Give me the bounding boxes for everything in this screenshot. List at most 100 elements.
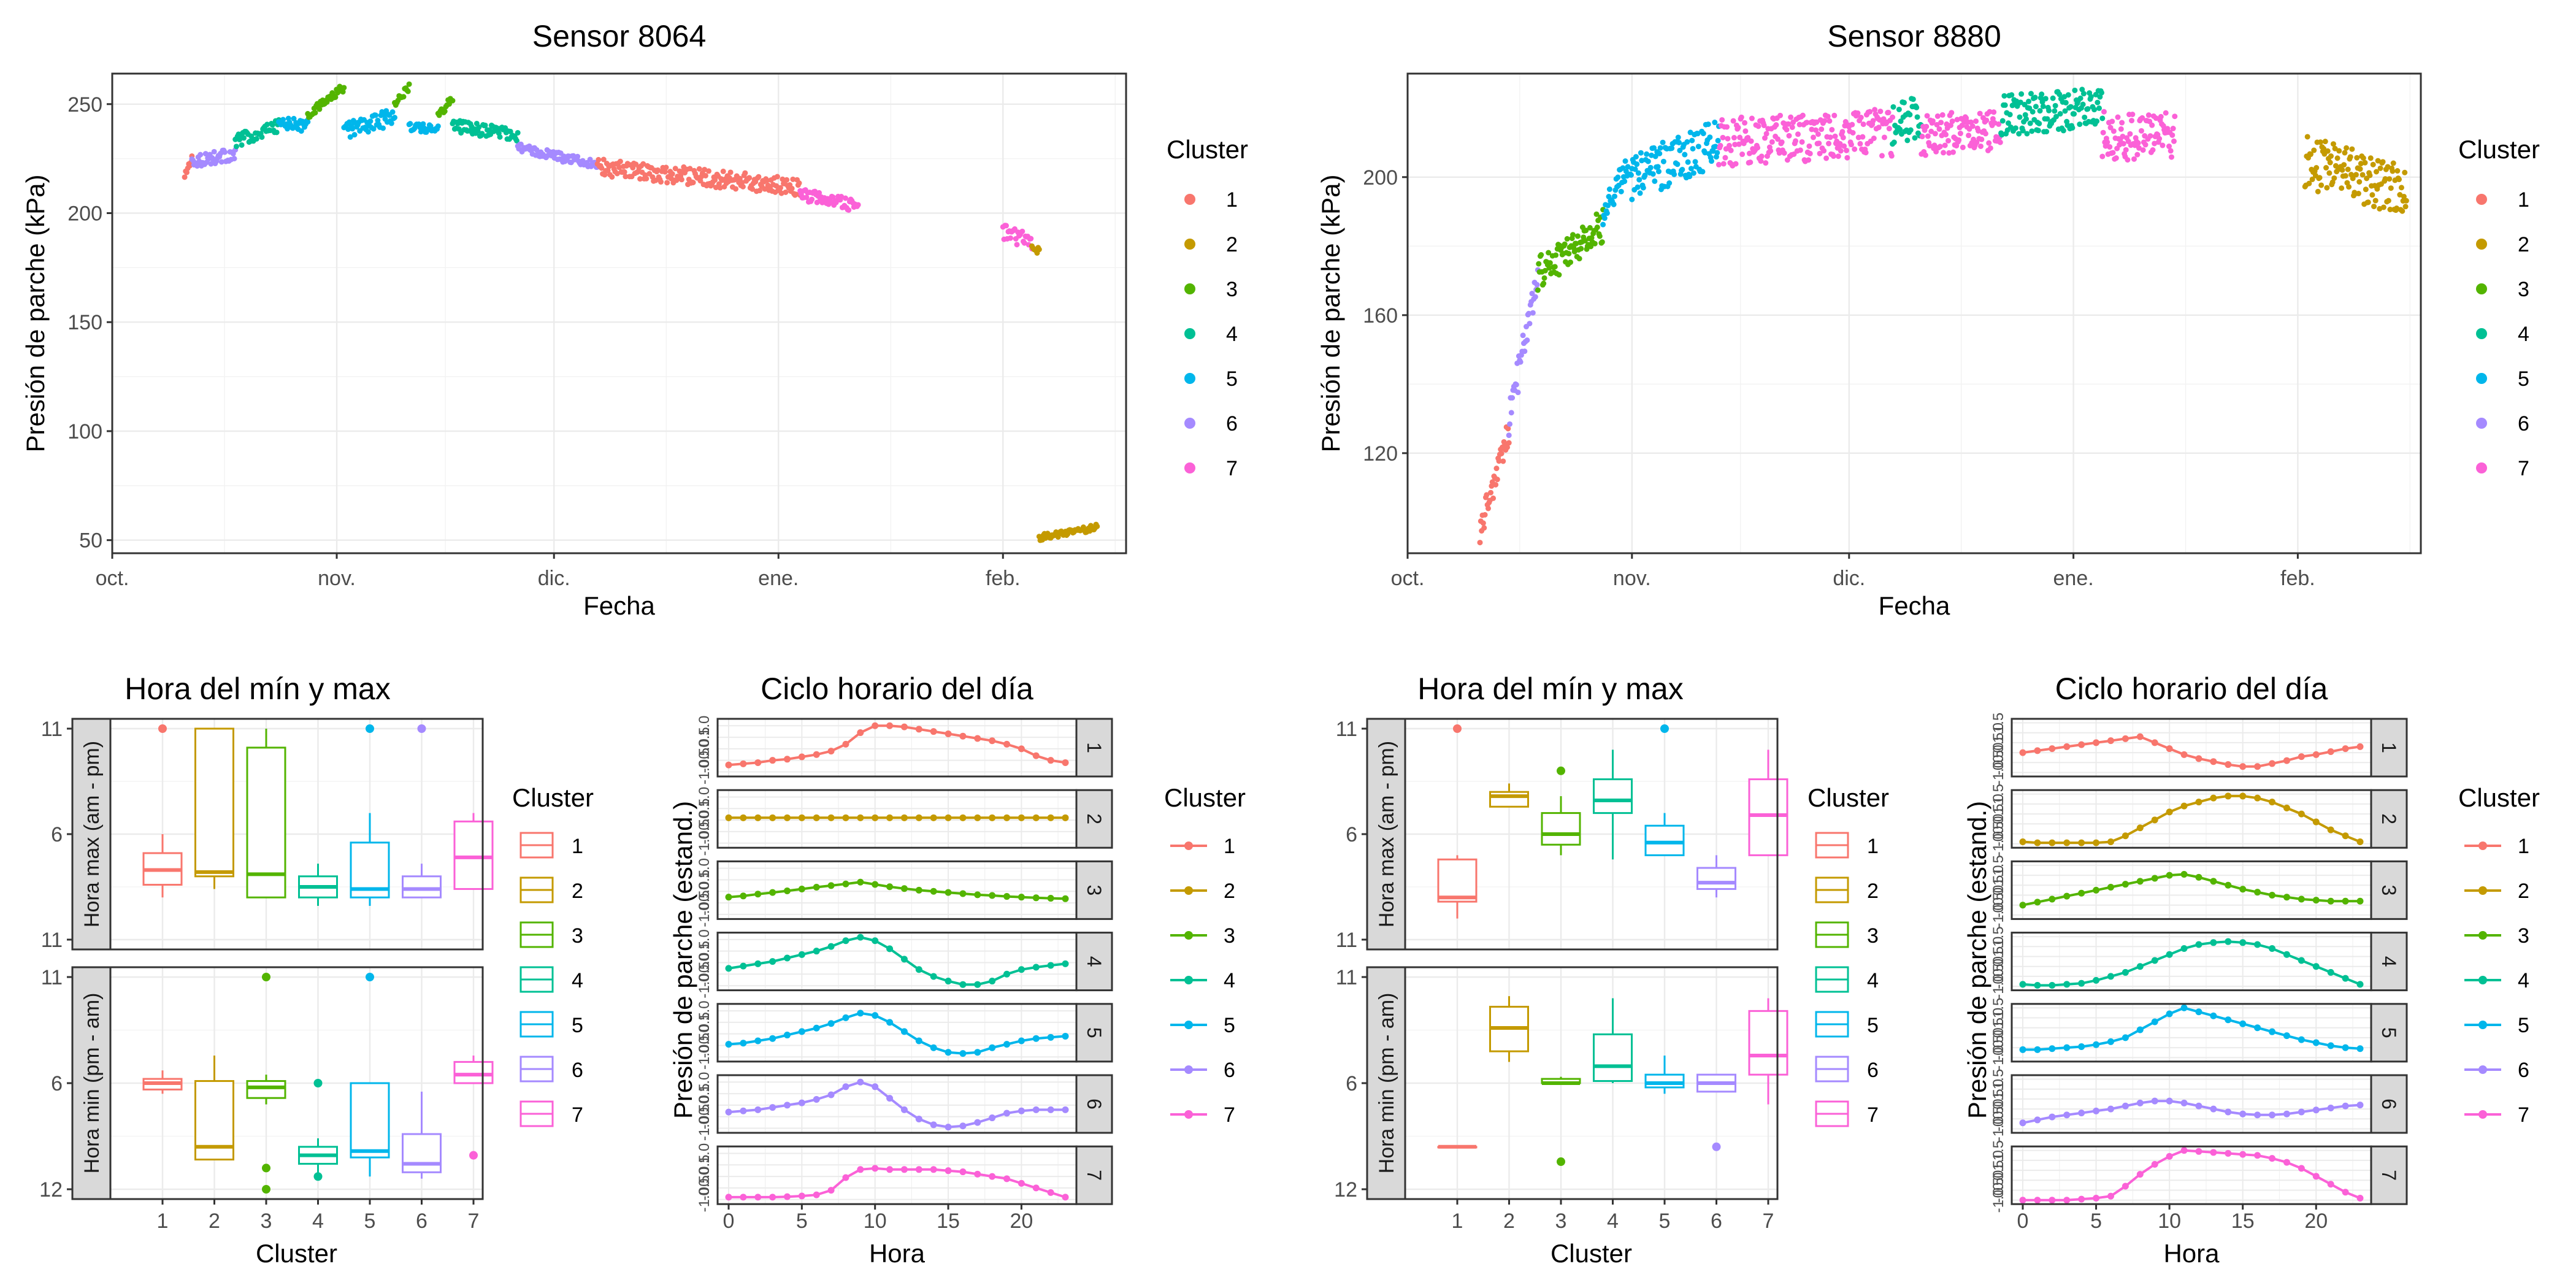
data-point xyxy=(1484,492,1490,498)
box-cluster-2 xyxy=(1489,783,1529,808)
series-point xyxy=(2210,1012,2217,1019)
series-point xyxy=(872,1083,879,1091)
data-point xyxy=(2125,157,2131,163)
data-point xyxy=(1671,171,1677,177)
data-point xyxy=(218,159,224,165)
y-tick-label: 0.0 xyxy=(1990,742,2007,762)
series-point xyxy=(2078,979,2085,987)
series-point xyxy=(2283,951,2290,958)
data-point xyxy=(1748,138,1754,144)
data-point xyxy=(2325,148,2331,154)
chart-title: Hora del mín y max xyxy=(125,672,390,706)
series-point xyxy=(2327,1181,2334,1188)
series-point xyxy=(1018,894,1025,901)
data-point xyxy=(1682,151,1688,158)
data-point xyxy=(2150,147,2156,153)
data-point xyxy=(2321,145,2327,151)
data-point xyxy=(1633,154,1639,160)
data-point xyxy=(2037,108,2043,114)
series-point xyxy=(754,891,762,898)
series-point xyxy=(2049,839,2056,846)
data-point xyxy=(599,165,605,171)
data-point xyxy=(1984,117,1990,123)
x-tick-label: nov. xyxy=(318,567,356,590)
data-point xyxy=(1715,137,1721,144)
data-point xyxy=(702,166,708,172)
legend-key-point xyxy=(1184,976,1193,984)
box-cluster-7 xyxy=(453,813,494,890)
data-point xyxy=(616,164,623,171)
data-point xyxy=(2002,102,2008,108)
box-cluster-3 xyxy=(246,973,286,1194)
y-tick-label: -1.0 xyxy=(696,1116,713,1141)
data-point xyxy=(657,179,664,185)
data-point xyxy=(1636,177,1643,183)
data-point xyxy=(1922,152,1928,158)
data-point xyxy=(1583,228,1589,234)
series-point xyxy=(1003,893,1011,900)
data-point xyxy=(1637,190,1643,196)
series-point xyxy=(769,958,776,965)
y-tick-label: -0.5 xyxy=(1990,964,2007,989)
data-point xyxy=(380,125,386,131)
data-point xyxy=(513,137,519,144)
series-point xyxy=(2269,1111,2276,1119)
data-point xyxy=(1692,159,1698,165)
box-iqr xyxy=(1696,867,1736,890)
y-tick-label: 12 xyxy=(39,1178,63,1202)
y-tick-label: 1.5 xyxy=(1990,1069,2007,1089)
data-point xyxy=(1660,139,1666,145)
legend-label: 7 xyxy=(1226,457,1238,480)
data-point xyxy=(231,156,237,162)
data-point xyxy=(1885,110,1892,116)
series-point xyxy=(813,814,820,821)
series-point xyxy=(872,1012,879,1019)
data-point xyxy=(1844,155,1850,161)
series-point xyxy=(842,1174,849,1181)
facet-strip xyxy=(1366,966,1406,1200)
legend-label: 5 xyxy=(2518,367,2529,391)
data-point xyxy=(1871,136,1877,142)
data-point xyxy=(2353,172,2359,178)
x-tick-label: 0 xyxy=(2017,1209,2029,1233)
data-point xyxy=(367,118,374,125)
data-point xyxy=(1763,160,1769,166)
data-point xyxy=(2140,147,2146,153)
series-point xyxy=(2151,1160,2158,1168)
data-points xyxy=(1477,86,2409,546)
series-point xyxy=(857,1010,864,1017)
series-point xyxy=(2063,1044,2071,1051)
series-point xyxy=(798,753,805,761)
data-point xyxy=(1485,505,1491,512)
legend-title: Cluster xyxy=(512,783,594,812)
series-point xyxy=(769,889,776,896)
series-point xyxy=(2327,897,2334,905)
data-point xyxy=(370,126,377,132)
data-point xyxy=(2380,204,2386,210)
data-point xyxy=(1622,178,1628,185)
data-point xyxy=(2030,109,2036,115)
x-axis-label: Fecha xyxy=(1879,591,1950,620)
series-point xyxy=(2107,838,2114,845)
facet-strip-label: 2 xyxy=(1083,813,1105,824)
data-point xyxy=(803,194,810,201)
series-point xyxy=(725,1041,732,1048)
series-point xyxy=(2327,748,2334,755)
data-point xyxy=(1695,144,1701,150)
y-tick-label: 0.5 xyxy=(696,727,713,747)
y-tick-label: 0.0 xyxy=(696,953,713,973)
data-point xyxy=(1509,395,1516,401)
data-point xyxy=(1821,148,1827,154)
data-point xyxy=(790,176,796,182)
series-point xyxy=(1018,1037,1025,1045)
data-point xyxy=(2085,106,2091,112)
box-cluster-1 xyxy=(1437,1144,1478,1149)
data-point xyxy=(1825,113,1831,120)
y-tick-label: 1.0 xyxy=(1990,1150,2007,1170)
series-point xyxy=(900,956,908,963)
data-point xyxy=(720,168,726,174)
data-point xyxy=(1578,245,1584,251)
data-point xyxy=(1839,129,1846,135)
data-point xyxy=(197,151,204,158)
series-point xyxy=(725,1194,732,1201)
